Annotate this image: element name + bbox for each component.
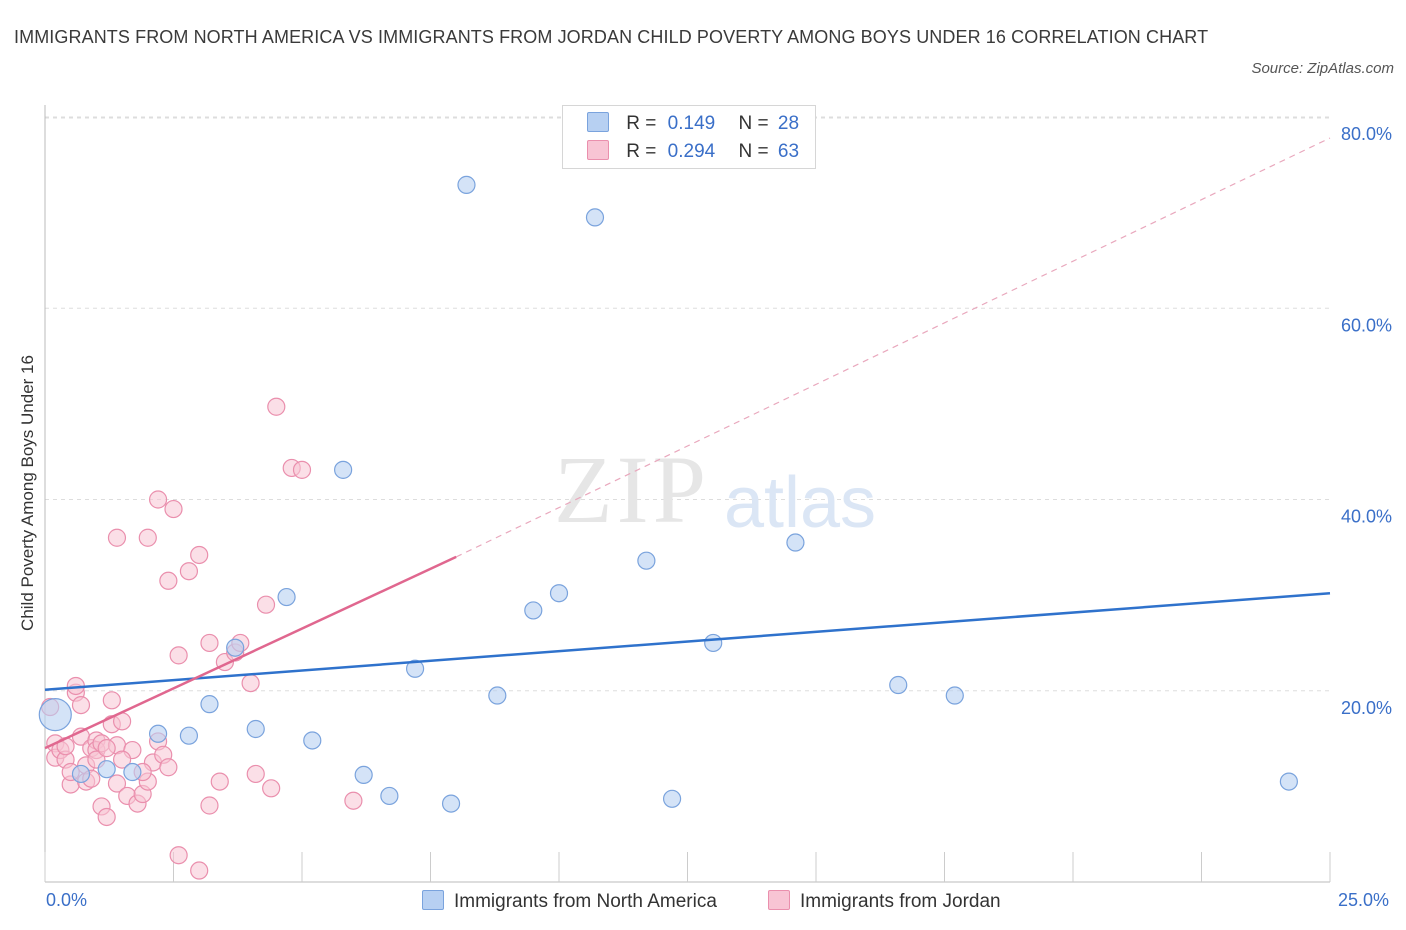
series-legend: Immigrants from North America Immigrants… (0, 888, 1406, 916)
data-point-north-america (334, 460, 353, 479)
data-point-jordan (262, 779, 281, 798)
legend-r-label: R = (626, 141, 657, 162)
data-point-jordan (159, 571, 178, 590)
legend-r-value: 0.149 (667, 113, 716, 134)
legend-label-north-america: Immigrants from North America (454, 891, 717, 912)
data-point-jordan (200, 633, 219, 653)
y-tick-labels: 20.0% 40.0% 60.0% 80.0% (1341, 124, 1392, 718)
data-point-jordan (148, 490, 168, 509)
data-point-north-america (148, 724, 168, 743)
data-point-jordan (71, 695, 91, 715)
data-point-north-america (549, 584, 569, 603)
data-point-north-america (637, 551, 656, 570)
data-point-jordan (292, 460, 312, 479)
data-point-north-america (524, 601, 543, 620)
data-point-jordan (190, 861, 209, 880)
data-point-north-america (97, 760, 116, 779)
data-point-north-america (585, 208, 605, 227)
data-point-jordan (210, 772, 229, 791)
data-point-jordan (200, 796, 219, 815)
data-point-jordan (169, 846, 188, 865)
series-jordan-points (41, 397, 363, 880)
data-point-north-america (662, 789, 682, 808)
y-tick-label: 40.0% (1341, 507, 1392, 527)
data-point-jordan (267, 397, 286, 416)
legend-n-label: N = (738, 141, 769, 162)
chart-title: IMMIGRANTS FROM NORTH AMERICA VS IMMIGRA… (14, 27, 1209, 47)
data-point-north-america (405, 659, 425, 678)
data-point-jordan (179, 562, 199, 581)
data-point-north-america (226, 638, 245, 657)
y-tick-label: 60.0% (1341, 315, 1392, 335)
data-point-north-america (441, 794, 461, 813)
data-point-jordan (241, 673, 260, 693)
data-point-jordan (112, 750, 132, 769)
x-tick-label-max: 25.0% (1338, 890, 1390, 910)
data-point-north-america (71, 764, 91, 784)
legend-item-north-america[interactable]: Immigrants from North America (422, 888, 717, 916)
legend-n-value: 63 (777, 141, 800, 162)
data-point-jordan (246, 764, 265, 784)
legend-item-jordan[interactable]: Immigrants from Jordan (768, 888, 1001, 916)
series-north-america-points (38, 175, 1298, 813)
data-point-north-america (457, 175, 476, 194)
grid-lines (45, 116, 1330, 692)
data-point-jordan (97, 807, 116, 827)
data-point-jordan (138, 528, 157, 547)
legend-swatch-pink (587, 140, 609, 160)
legend-n-label: N = (738, 113, 769, 134)
data-point-jordan (169, 646, 188, 665)
data-point-jordan (164, 499, 183, 519)
legend-label-jordan: Immigrants from Jordan (800, 891, 1001, 912)
data-point-north-america (354, 765, 373, 785)
trend-line-north-america (44, 591, 1331, 692)
legend-r-label: R = (626, 113, 657, 134)
data-point-north-america (889, 675, 908, 695)
y-tick-label: 20.0% (1341, 698, 1392, 718)
data-point-north-america (200, 695, 219, 714)
data-point-north-america (704, 633, 723, 653)
trend-line-jordan-extension (455, 137, 1331, 558)
legend-swatch-pink (768, 890, 790, 910)
data-point-north-america (786, 533, 805, 552)
data-point-jordan (97, 739, 116, 758)
data-point-north-america (179, 726, 199, 745)
legend-swatch-blue (422, 890, 444, 910)
watermark: ZIP atlas (554, 436, 876, 543)
data-point-jordan (107, 528, 127, 547)
data-point-north-america (1279, 772, 1298, 791)
legend-swatch-blue (587, 112, 609, 132)
data-point-north-america (945, 686, 964, 705)
legend-row-north-america: R = 0.149 N = 28 (587, 112, 799, 136)
data-point-north-america (488, 686, 507, 705)
data-point-north-america (277, 587, 296, 607)
data-point-north-america (123, 762, 142, 782)
y-tick-label: 80.0% (1341, 124, 1392, 144)
data-point-north-america (380, 786, 399, 806)
trend-line-jordan (44, 555, 457, 750)
correlation-legend: R = 0.149 N = 28 R = 0.294 N = 63 (562, 105, 816, 169)
data-point-north-america (303, 731, 322, 750)
legend-row-jordan: R = 0.294 N = 63 (587, 140, 799, 164)
data-point-north-america (246, 719, 265, 739)
legend-n-value: 28 (777, 113, 800, 134)
watermark-atlas: atlas (724, 463, 876, 543)
y-axis-label: Child Poverty Among Boys Under 16 (18, 355, 37, 631)
data-point-jordan (107, 774, 127, 793)
data-point-jordan (190, 545, 209, 565)
trend-lines (44, 137, 1331, 750)
data-point-jordan (344, 791, 363, 810)
watermark-zip: ZIP (554, 436, 710, 543)
data-point-jordan (159, 758, 178, 777)
legend-r-value: 0.294 (667, 141, 716, 162)
data-point-jordan (256, 595, 276, 614)
x-tick-label-min: 0.0% (46, 890, 88, 910)
axes (44, 105, 1331, 883)
data-point-north-america (38, 698, 72, 732)
source-credit: Source: ZipAtlas.com (1251, 60, 1394, 77)
data-point-jordan (102, 691, 121, 710)
